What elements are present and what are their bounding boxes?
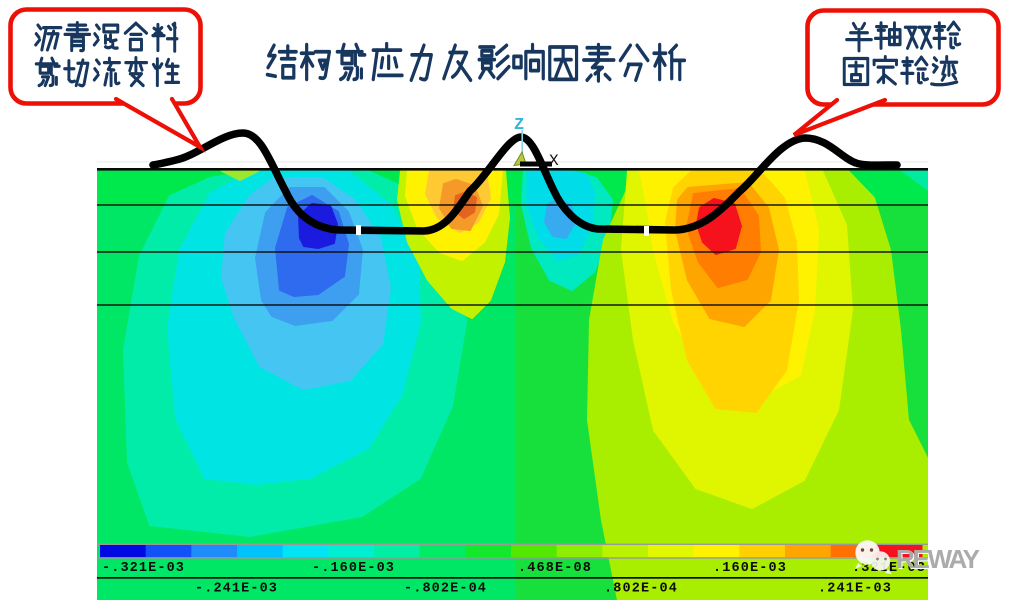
svg-text:.241E-03: .241E-03	[818, 582, 891, 597]
svg-text:.468E-08: .468E-08	[518, 561, 591, 576]
svg-text:-.241E-03: -.241E-03	[195, 582, 277, 597]
svg-text:.321E-03: .321E-03	[852, 561, 925, 576]
svg-text:.160E-03: .160E-03	[713, 561, 786, 576]
svg-text:Z: Z	[514, 116, 524, 135]
svg-text:REWAY: REWAY	[896, 544, 980, 574]
svg-text:.802E-04: .802E-04	[604, 582, 677, 597]
svg-text:-.321E-03: -.321E-03	[102, 561, 184, 576]
svg-text:-.160E-03: -.160E-03	[312, 561, 394, 576]
svg-text:-.802E-04: -.802E-04	[404, 582, 486, 597]
svg-text:X: X	[549, 152, 559, 170]
